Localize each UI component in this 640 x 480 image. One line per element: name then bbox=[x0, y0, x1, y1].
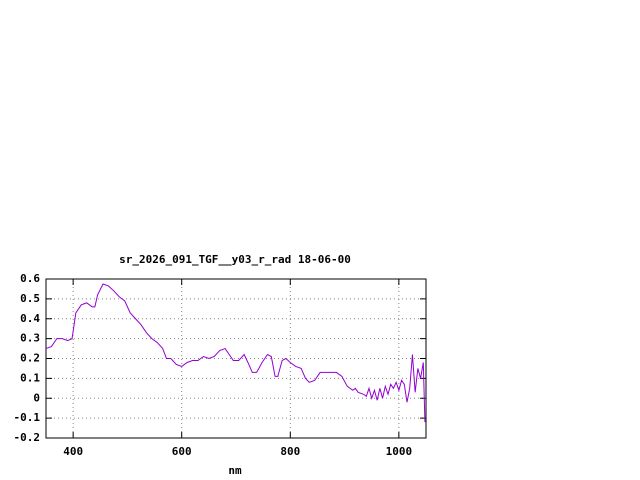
y-tick-label: -0.1 bbox=[14, 411, 41, 424]
plot-border bbox=[45, 278, 427, 439]
y-tick-label: 0 bbox=[33, 391, 40, 404]
x-tick-label: 600 bbox=[172, 445, 192, 458]
data-line bbox=[45, 283, 426, 423]
y-tick-label: -0.2 bbox=[14, 431, 41, 444]
x-axis-label: nm bbox=[228, 464, 242, 477]
y-tick-label: 0.4 bbox=[20, 312, 40, 325]
x-tick-label: 1000 bbox=[386, 445, 413, 458]
y-tick-label: 0.3 bbox=[20, 332, 40, 345]
chart-title: sr_2026_091_TGF__y03_r_rad 18-06-00 bbox=[119, 253, 351, 266]
x-tick-label: 400 bbox=[63, 445, 83, 458]
x-tick-label: 800 bbox=[280, 445, 300, 458]
y-tick-label: 0.5 bbox=[20, 292, 40, 305]
y-tick-label: 0.2 bbox=[20, 352, 40, 365]
y-tick-label: 0.6 bbox=[20, 272, 40, 285]
y-tick-label: 0.1 bbox=[20, 371, 40, 384]
